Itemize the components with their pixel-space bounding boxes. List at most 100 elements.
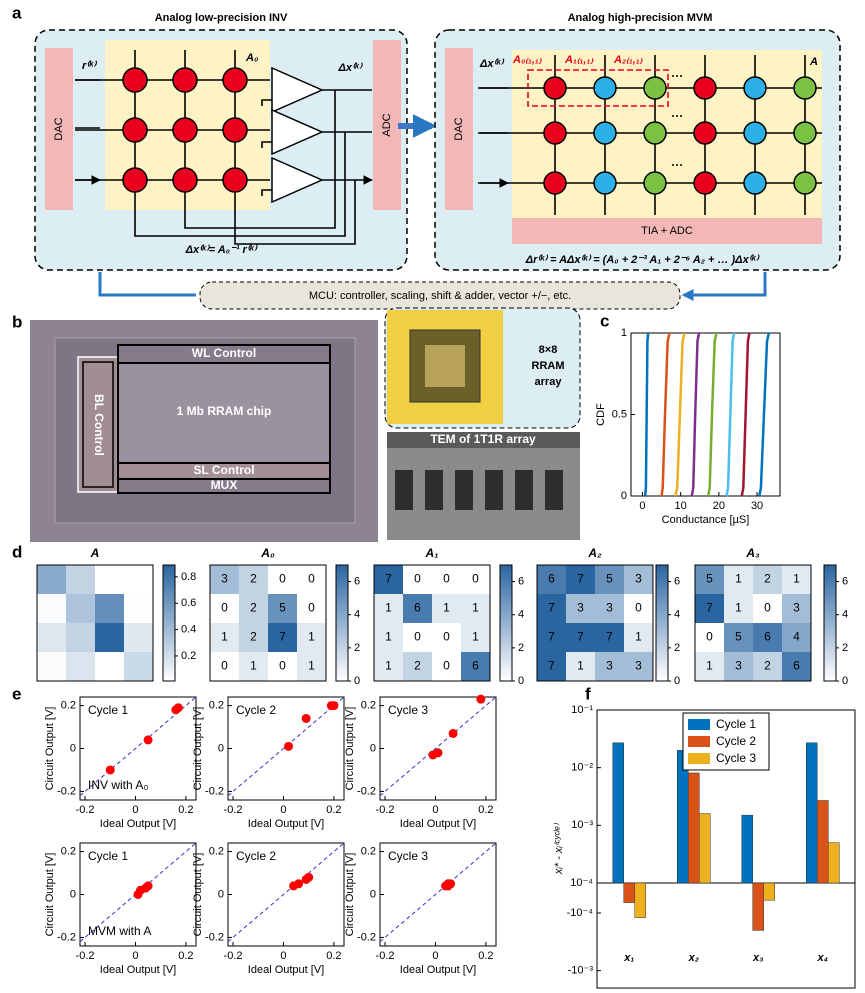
heatmap-cell: [124, 565, 153, 594]
heatmap-cell: [297, 623, 326, 652]
x-tick-label: 0.2: [326, 804, 341, 816]
heatmap-cell: [595, 594, 624, 623]
y-tick-label: -10⁻⁴: [567, 907, 594, 919]
cell-value: 7: [279, 630, 286, 644]
heatmap-frame: [209, 564, 327, 682]
plot-frame: [379, 842, 497, 947]
colorbar-tick-label: 6: [674, 575, 680, 587]
colorbar-tick-label: 6: [842, 575, 848, 587]
array-label: 8×8: [539, 344, 558, 356]
legend-label: Cycle 3: [716, 751, 756, 765]
x-tick-label: 0: [132, 804, 138, 816]
cell-value: 3: [221, 572, 228, 586]
chip-label: 1 Mb RRAM chip: [177, 404, 272, 418]
data-point: [301, 713, 311, 723]
heatmap-cell: [753, 565, 782, 594]
heatmap-cell: [37, 594, 66, 623]
y-tick-label: 10⁻⁴: [570, 877, 593, 889]
heatmap-cell: [537, 652, 566, 681]
heatmap-cell: [461, 594, 490, 623]
x-axis-label: Ideal Output [V]: [400, 964, 476, 976]
heatmap-cell: [461, 565, 490, 594]
y-tick-label: -0.2: [357, 785, 376, 797]
x-axis-label: Conductance [µS]: [662, 514, 750, 526]
heatmap-cell: [724, 565, 753, 594]
mux-label: MUX: [211, 478, 238, 492]
heatmap-title: A₃: [745, 546, 760, 560]
cell-value: 0: [443, 572, 450, 586]
data-point: [446, 879, 456, 889]
panel-label: c: [600, 311, 609, 330]
heatmap-cell: [37, 565, 66, 594]
plot-title: Cycle 2: [236, 703, 276, 717]
reference-line: [379, 842, 497, 943]
cell-value: 1: [735, 601, 742, 615]
x-tick-label: -0.2: [376, 950, 395, 962]
cell-value: 2: [764, 659, 771, 673]
colorbar-tick-label: 0: [518, 675, 524, 687]
heatmap-title: A₁: [425, 546, 439, 560]
heatmap-cell: [210, 565, 239, 594]
heatmap-cell: [268, 565, 297, 594]
heatmap-cell: [695, 652, 724, 681]
x-tick-label: 20: [713, 500, 725, 512]
heatmap-cell: [37, 623, 66, 652]
heatmap-cell: [66, 565, 95, 594]
cell-value: 3: [635, 572, 642, 586]
cell-value: 6: [548, 572, 555, 586]
x-tick-label: -0.2: [76, 804, 95, 816]
cell-value: 6: [414, 601, 421, 615]
data-point: [143, 735, 153, 745]
legend-swatch: [688, 736, 710, 747]
x-tick-label: 0.2: [478, 950, 493, 962]
heatmap-cell: [595, 652, 624, 681]
bar: [763, 882, 775, 901]
bl-label: BL Control: [92, 394, 106, 456]
panel-label: f: [585, 684, 591, 703]
cell-value: 7: [706, 601, 713, 615]
submatrix-label: A₀₍₁,₁₎: [512, 54, 542, 66]
cell-value: 1: [308, 659, 315, 673]
cell-value: 1: [385, 659, 392, 673]
cell-value: 2: [250, 630, 257, 644]
cdf-line: [690, 332, 701, 497]
colorbar-tick-label: 0.8: [181, 571, 196, 583]
annotation: INV with A₀: [88, 778, 148, 792]
colorbar-tick-label: 2: [842, 642, 848, 654]
heatmap-cell: [403, 623, 432, 652]
cell-value: 4: [793, 630, 800, 644]
heatmap-frame: [536, 564, 654, 682]
data-point: [143, 881, 153, 891]
y-axis-label: Circuit Output [V]: [344, 707, 356, 791]
legend-swatch: [688, 719, 710, 730]
x-axis-label: Ideal Output [V]: [100, 964, 176, 976]
heatmap-cell: [695, 594, 724, 623]
heatmap-cell: [624, 565, 653, 594]
matrix-label: A: [809, 56, 818, 68]
bar: [806, 742, 818, 884]
x-tick-label: 0.2: [326, 950, 341, 962]
block-title: Analog high-precision MVM: [568, 12, 713, 24]
data-point: [304, 872, 314, 882]
y-tick-label: 0.2: [61, 699, 76, 711]
y-tick-label: -0.2: [57, 931, 76, 943]
data-point: [294, 879, 304, 889]
cell-value: 1: [735, 572, 742, 586]
cell-value: 5: [606, 572, 613, 586]
cell-value: 3: [577, 601, 584, 615]
heatmap-cell: [66, 623, 95, 652]
output-label: Δx⁽ᵏ⁾: [337, 62, 362, 74]
y-tick-label: 10⁻²: [571, 762, 593, 774]
heatmap-cell: [624, 652, 653, 681]
x-tick-label: 0: [132, 950, 138, 962]
x-axis-label: Ideal Output [V]: [248, 964, 324, 976]
heatmap-cell: [66, 594, 95, 623]
cell-value: 1: [706, 659, 713, 673]
heatmap-cell: [432, 565, 461, 594]
plot-title: Cycle 1: [88, 703, 128, 717]
colorbar-tick-label: 6: [518, 575, 524, 587]
heatmap-title: A₂: [587, 546, 602, 560]
x-axis-label: Ideal Output [V]: [400, 818, 476, 830]
colorbar-tick-label: 0: [842, 675, 848, 687]
cell-value: 1: [443, 601, 450, 615]
